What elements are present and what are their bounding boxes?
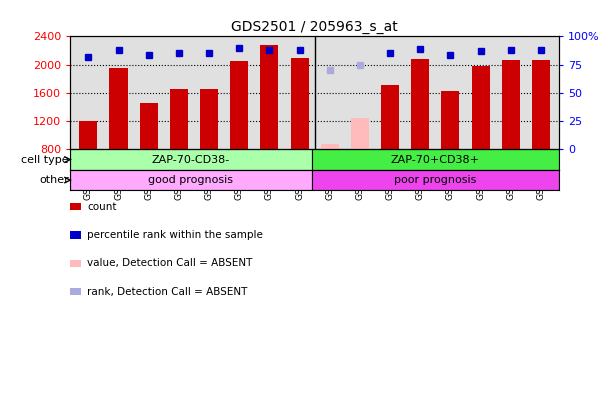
- Bar: [532, 60, 550, 149]
- Bar: [411, 59, 430, 149]
- Bar: [381, 85, 399, 149]
- Bar: [312, 149, 559, 170]
- Bar: [200, 90, 218, 149]
- Bar: [70, 170, 312, 190]
- Bar: [140, 103, 158, 149]
- Text: good prognosis: good prognosis: [148, 175, 233, 185]
- Bar: [321, 144, 339, 149]
- Bar: [230, 61, 248, 149]
- Bar: [70, 149, 312, 170]
- Text: ZAP-70+CD38+: ZAP-70+CD38+: [391, 155, 480, 164]
- Text: cell type: cell type: [21, 155, 69, 164]
- Text: ZAP-70-CD38-: ZAP-70-CD38-: [152, 155, 230, 164]
- Bar: [502, 60, 520, 149]
- Bar: [109, 68, 128, 149]
- Bar: [79, 121, 97, 149]
- Text: other: other: [39, 175, 69, 185]
- Bar: [351, 117, 369, 149]
- Text: percentile rank within the sample: percentile rank within the sample: [87, 230, 263, 240]
- Bar: [441, 92, 459, 149]
- Title: GDS2501 / 205963_s_at: GDS2501 / 205963_s_at: [232, 20, 398, 34]
- Text: value, Detection Call = ABSENT: value, Detection Call = ABSENT: [87, 258, 253, 268]
- Text: rank, Detection Call = ABSENT: rank, Detection Call = ABSENT: [87, 287, 247, 296]
- Text: count: count: [87, 202, 117, 211]
- Bar: [312, 170, 559, 190]
- Bar: [290, 58, 309, 149]
- Bar: [260, 45, 279, 149]
- Text: poor prognosis: poor prognosis: [394, 175, 477, 185]
- Bar: [170, 90, 188, 149]
- Bar: [472, 66, 489, 149]
